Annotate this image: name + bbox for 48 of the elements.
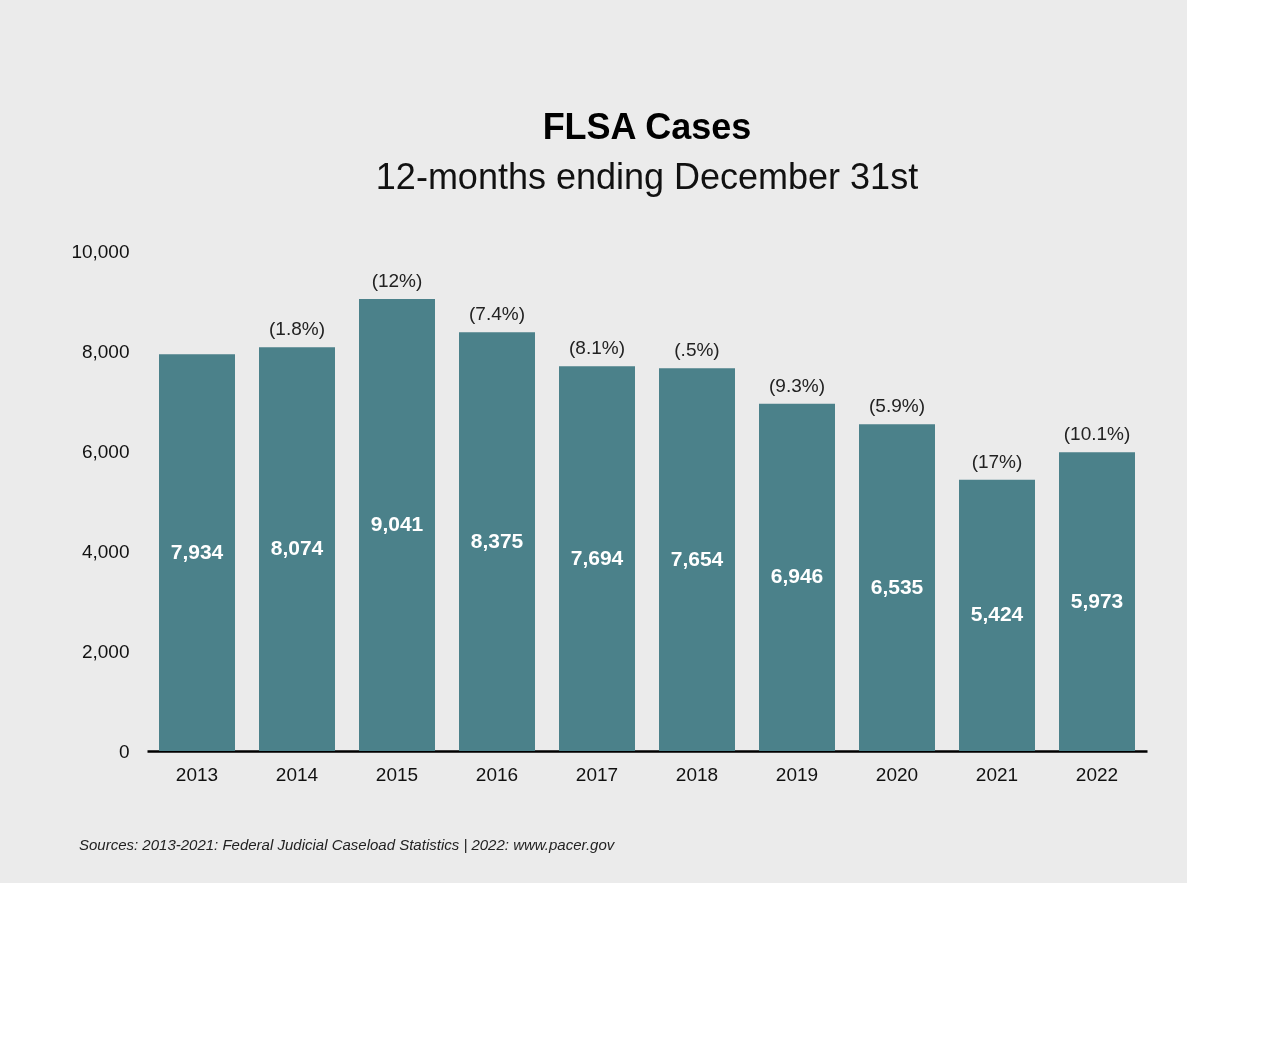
bar	[459, 332, 535, 751]
bar	[859, 424, 935, 751]
x-tick-label: 2020	[875, 763, 919, 785]
x-tick-label: 2016	[475, 763, 519, 785]
chart-subtitle: 12-months ending December 31st	[375, 156, 919, 197]
data-label: 7,694	[570, 545, 624, 569]
x-tick-label: 2013	[175, 763, 219, 785]
annotation: (7.4%)	[469, 303, 525, 325]
data-label: 6,535	[870, 574, 924, 598]
x-tick-label: 2018	[675, 763, 719, 785]
y-tick-label: 6,000	[81, 440, 130, 462]
x-tick-label: 2022	[1075, 763, 1119, 785]
chart-title: FLSA Cases	[542, 106, 752, 147]
y-tick-label: 8,000	[81, 340, 130, 362]
x-tick-label: 2019	[775, 763, 819, 785]
y-tick-label: 0	[118, 740, 130, 762]
bar	[959, 479, 1035, 751]
data-label: 6,946	[770, 564, 824, 588]
x-tick-label: 2014	[275, 763, 319, 785]
x-tick-label: 2021	[975, 763, 1019, 785]
annotation: (12%)	[371, 269, 423, 291]
bar	[159, 354, 235, 751]
y-tick-label: 2,000	[81, 640, 130, 662]
data-label: 9,041	[370, 511, 424, 535]
data-label: 7,654	[670, 546, 724, 570]
annotation: (17%)	[971, 450, 1023, 472]
bar	[1059, 452, 1135, 751]
bar	[759, 403, 835, 751]
data-label: 8,074	[270, 536, 324, 560]
bar	[559, 366, 635, 751]
annotation: (8.1%)	[569, 337, 625, 359]
data-label: 7,934	[170, 539, 224, 563]
bar	[359, 298, 435, 751]
annotation: (10.1%)	[1063, 423, 1131, 445]
annotation: (.5%)	[674, 339, 720, 361]
annotation: (5.9%)	[869, 395, 925, 417]
bar	[659, 368, 735, 751]
x-tick-label: 2017	[575, 763, 619, 785]
data-label: 8,375	[470, 528, 524, 552]
annotation: (9.3%)	[769, 374, 825, 396]
y-tick-label: 4,000	[81, 540, 130, 562]
x-tick-label: 2015	[375, 763, 419, 785]
data-label: 5,973	[1070, 588, 1124, 612]
source-note: Sources: 2013-2021: Federal Judicial Caseload Statistics | 2022: www.pacer.gov	[79, 836, 616, 853]
annotation: (1.8%)	[269, 318, 325, 340]
y-tick-label: 10,000	[71, 240, 130, 262]
bar	[259, 347, 335, 751]
data-label: 5,424	[970, 602, 1024, 626]
